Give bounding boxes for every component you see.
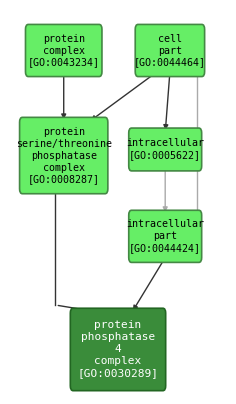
FancyBboxPatch shape xyxy=(25,24,102,77)
Text: protein
complex
[GO:0043234]: protein complex [GO:0043234] xyxy=(28,34,100,67)
FancyBboxPatch shape xyxy=(135,24,205,77)
Text: intracellular
part
[GO:0044424]: intracellular part [GO:0044424] xyxy=(126,219,204,253)
Text: cell
part
[GO:0044464]: cell part [GO:0044464] xyxy=(134,34,206,67)
Text: protein
serine/threonine
phosphatase
complex
[GO:0008287]: protein serine/threonine phosphatase com… xyxy=(16,126,112,185)
FancyBboxPatch shape xyxy=(70,308,166,391)
Text: intracellular
[GO:0005622]: intracellular [GO:0005622] xyxy=(126,139,204,160)
FancyBboxPatch shape xyxy=(20,117,108,194)
FancyBboxPatch shape xyxy=(129,210,202,263)
FancyBboxPatch shape xyxy=(129,128,202,171)
Text: protein
phosphatase
4
complex
[GO:0030289]: protein phosphatase 4 complex [GO:003028… xyxy=(77,320,159,379)
